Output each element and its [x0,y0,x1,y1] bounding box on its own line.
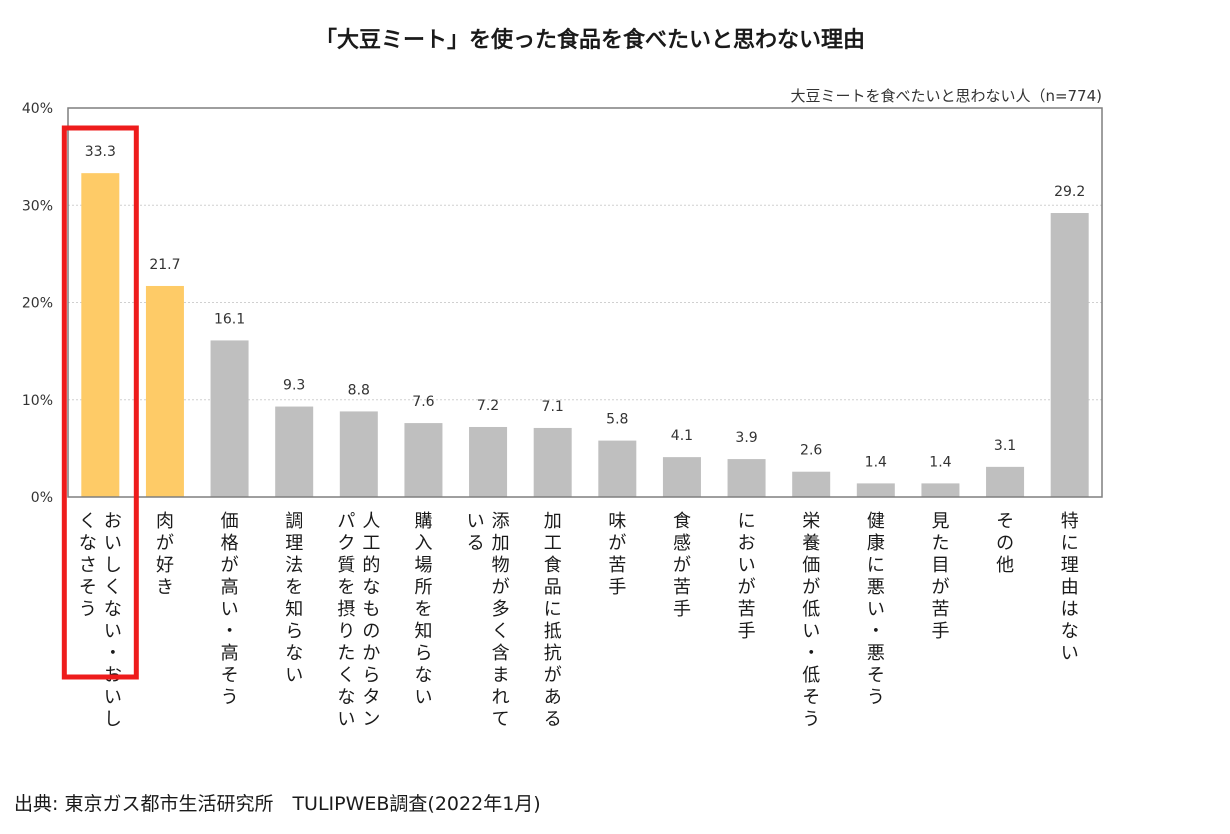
bar [210,340,249,497]
category-label: 加工食品に抵抗がある [544,511,562,730]
category-label: 調理法を知らない [285,511,303,686]
bar [662,457,701,497]
bar [533,427,572,497]
bar [81,173,120,497]
bar [469,426,508,497]
bars [81,173,1089,497]
category-label: 肉が好き [156,511,174,598]
bar [275,406,314,497]
data-label: 5.8 [606,412,628,428]
category-label: その他 [996,511,1014,576]
y-tick-label: 30% [22,198,53,214]
category-label: 人工的なものからタンパク質を摂りたくない [337,511,380,730]
y-tick-label: 0% [31,490,53,506]
y-tick-label: 20% [22,296,53,312]
bar [986,466,1025,497]
value-labels: 33.3 21.7 16.1 9.3 8.8 7.6 7.2 7.1 5.8 4.1 3.9 2.6 1… [85,144,1086,470]
bar [145,285,184,497]
data-label: 16.1 [214,311,245,327]
plot-frame [67,107,1103,498]
bar [727,459,766,497]
data-label: 3.9 [735,430,757,446]
data-label: 7.2 [477,398,499,414]
bar [404,423,443,497]
data-label: 7.6 [412,394,434,410]
bar [921,483,960,497]
category-label: 食感が苦手 [673,511,691,620]
data-label: 9.3 [283,378,305,394]
bar [856,483,895,497]
chart-subtitle: 大豆ミートを食べたいと思わない人（n=774) [790,87,1102,105]
bar [339,411,378,497]
data-label: 1.4 [865,454,887,470]
data-label: 8.8 [348,382,370,398]
bar [1050,213,1089,497]
bar [792,471,831,497]
highlight-box [61,125,139,680]
category-label: 添加物が多く含まれている [467,511,510,730]
category-label: 栄養価が低い・低そう [802,511,820,730]
category-label: 味が苦手 [608,511,626,598]
data-label: 21.7 [149,257,180,273]
category-label: においが苦手 [738,511,756,642]
category-labels: おいしくない・おいしくなさそう 肉が好き 価格が高い・高そう 調理法を知らない 人工的な… [79,511,1079,730]
data-label: 4.1 [671,428,693,444]
data-label: 33.3 [85,144,116,160]
source-note: 出典: 東京ガス都市生活研究所 TULIPWEB調査(2022年1月) [14,793,541,815]
data-label: 3.1 [994,438,1016,454]
category-label: 価格が高い・高そう [221,511,239,708]
category-label: 見た目が苦手 [931,511,949,642]
bar [598,440,637,497]
data-label: 7.1 [542,399,564,415]
category-label: おいしくない・おいしくなさそう [79,511,122,730]
category-label: 購入場所を知らない [414,511,432,708]
chart-title: 「大豆ミート」を使った食品を食べたいと思わない理由 [315,27,865,53]
y-tick-label: 10% [22,393,53,409]
data-label: 29.2 [1054,184,1085,200]
data-label: 1.4 [929,454,951,470]
y-axis-ticks: 0% 10% 20% 30% 40% [22,101,53,506]
category-label: 特に理由はない [1061,511,1079,664]
category-label: 健康に悪い・悪そう [867,511,885,708]
data-label: 2.6 [800,443,822,459]
y-tick-label: 40% [22,101,53,117]
